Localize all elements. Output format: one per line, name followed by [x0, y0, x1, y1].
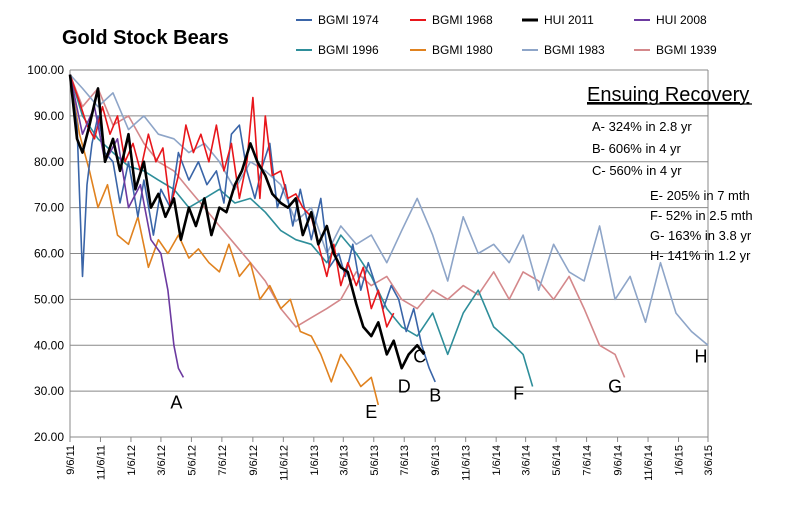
- legend-label: BGMI 1983: [544, 43, 605, 57]
- series-line-bgmi-1974: [69, 74, 436, 383]
- point-label-b: B: [429, 386, 441, 406]
- x-tick-label: 5/6/14: [551, 445, 563, 476]
- recovery-line: E- 205% in 7 mth: [650, 188, 750, 203]
- legend-label: BGMI 1980: [432, 43, 493, 57]
- point-label-e: E: [365, 402, 377, 422]
- x-tick-label: 9/6/11: [65, 445, 77, 475]
- point-labels: A BCD E F G H: [170, 347, 707, 422]
- x-tick-label: 5/6/13: [369, 445, 381, 476]
- x-tick-label: 11/6/11: [95, 445, 107, 480]
- recovery-line: C- 560% in 4 yr: [592, 163, 682, 178]
- chart-title: Gold Stock Bears: [62, 27, 229, 49]
- point-label-a: A: [170, 393, 182, 413]
- y-tick-label: 40.00: [34, 338, 64, 352]
- point-label-f: F: [513, 383, 524, 403]
- y-tick-label: 60.00: [34, 247, 64, 261]
- x-tick-label: 3/6/15: [703, 445, 715, 476]
- recovery-line: G- 163% in 3.8 yr: [650, 228, 752, 243]
- legend-label: BGMI 1974: [318, 13, 379, 27]
- y-tick-label: 20.00: [34, 430, 64, 444]
- x-tick-label: 11/6/12: [278, 445, 290, 481]
- legend-label: BGMI 1939: [656, 43, 717, 57]
- y-tick-label: 90.00: [34, 109, 64, 123]
- x-tick-label: 1/6/14: [491, 445, 503, 476]
- x-tick-label: 11/6/13: [461, 445, 473, 481]
- y-tick-label: 100.00: [27, 63, 64, 77]
- legend-label: BGMI 1968: [432, 13, 493, 27]
- y-tick-label: 80.00: [34, 155, 64, 169]
- point-label-h: H: [695, 347, 708, 367]
- x-tick-label: 11/6/14: [643, 445, 655, 481]
- legend-label: BGMI 1996: [318, 43, 379, 57]
- legend-label: HUI 2008: [656, 13, 707, 27]
- x-tick-label: 9/6/14: [613, 445, 625, 476]
- y-tick-label: 70.00: [34, 201, 64, 215]
- series-line-bgmi-1980: [69, 74, 380, 406]
- recovery-line: B- 606% in 4 yr: [592, 141, 682, 156]
- x-tick-label: 7/6/13: [399, 445, 411, 476]
- recovery-line: A- 324% in 2.8 yr: [592, 119, 692, 134]
- x-tick-label: 3/6/12: [156, 445, 168, 476]
- recovery-annotations: Ensuing Recovery A- 324% in 2.8 yr B- 606%…: [587, 84, 753, 263]
- x-tick-label: 7/6/12: [217, 445, 229, 476]
- point-label-d: D: [398, 377, 411, 397]
- series-line-hui-2011: [68, 74, 426, 370]
- legend: BGMI 1974 BGMI 1968 HUI 2011 HUI 2008 BGMI 1…: [296, 13, 717, 57]
- legend-label: HUI 2011: [544, 13, 594, 27]
- series-line-bgmi-1983: [69, 74, 709, 346]
- y-axis: 20.00 30.00 40.00 50.00 60.00 70.00 80.00 90.00…: [27, 63, 709, 444]
- series-line-bgmi-1968: [69, 74, 395, 328]
- x-tick-label: 7/6/14: [582, 445, 594, 476]
- recovery-title: Ensuing Recovery: [587, 84, 749, 106]
- x-tick-label: 3/6/14: [521, 445, 533, 476]
- y-tick-label: 30.00: [34, 384, 64, 398]
- recovery-line: H- 141% in 1.2 yr: [650, 248, 751, 263]
- x-tick-label: 5/6/12: [186, 445, 198, 476]
- point-label-g: G: [608, 377, 622, 397]
- y-tick-label: 50.00: [34, 292, 64, 306]
- x-tick-label: 1/6/15: [674, 445, 686, 476]
- point-label-c: C: [413, 347, 426, 367]
- x-tick-label: 1/6/13: [309, 445, 321, 476]
- x-tick-label: 1/6/12: [126, 445, 138, 476]
- recovery-line: F- 52% in 2.5 mth: [650, 208, 753, 223]
- x-tick-label: 9/6/12: [248, 445, 260, 476]
- x-tick-label: 9/6/13: [430, 445, 442, 476]
- x-tick-label: 3/6/13: [338, 445, 350, 476]
- series-lines: [68, 74, 709, 406]
- x-axis: 9/6/11 11/6/11 1/6/12 3/6/12 5/6/12 7/6/12 9/6…: [65, 437, 715, 481]
- gridlines: [70, 69, 708, 438]
